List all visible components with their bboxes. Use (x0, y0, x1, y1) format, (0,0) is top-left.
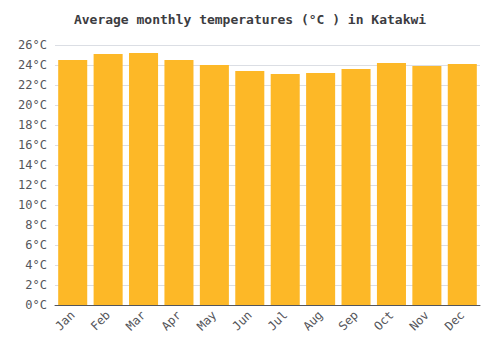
svg-text:Average monthly temperatures (: Average monthly temperatures (°C ) in Ka… (74, 12, 426, 27)
svg-text:0°C: 0°C (25, 298, 47, 312)
svg-text:Jul: Jul (265, 308, 290, 333)
svg-text:Oct: Oct (371, 308, 396, 333)
svg-text:8°C: 8°C (25, 218, 47, 232)
svg-text:22°C: 22°C (18, 78, 47, 92)
svg-text:20°C: 20°C (18, 98, 47, 112)
svg-text:12°C: 12°C (18, 178, 47, 192)
svg-text:24°C: 24°C (18, 58, 47, 72)
svg-text:26°C: 26°C (18, 38, 47, 52)
svg-text:Jun: Jun (230, 308, 255, 333)
svg-text:2°C: 2°C (25, 278, 47, 292)
svg-text:18°C: 18°C (18, 118, 47, 132)
svg-text:Feb: Feb (88, 308, 113, 333)
svg-text:16°C: 16°C (18, 138, 47, 152)
svg-text:Mar: Mar (123, 308, 148, 333)
svg-text:Dec: Dec (442, 308, 467, 333)
svg-text:Aug: Aug (300, 308, 325, 333)
svg-text:14°C: 14°C (18, 158, 47, 172)
svg-text:Nov: Nov (407, 308, 432, 333)
svg-text:Sep: Sep (336, 308, 361, 333)
svg-text:10°C: 10°C (18, 198, 47, 212)
svg-text:6°C: 6°C (25, 238, 47, 252)
svg-text:Jan: Jan (52, 308, 77, 333)
svg-text:May: May (194, 308, 219, 333)
svg-text:Apr: Apr (159, 308, 184, 333)
svg-text:4°C: 4°C (25, 258, 47, 272)
